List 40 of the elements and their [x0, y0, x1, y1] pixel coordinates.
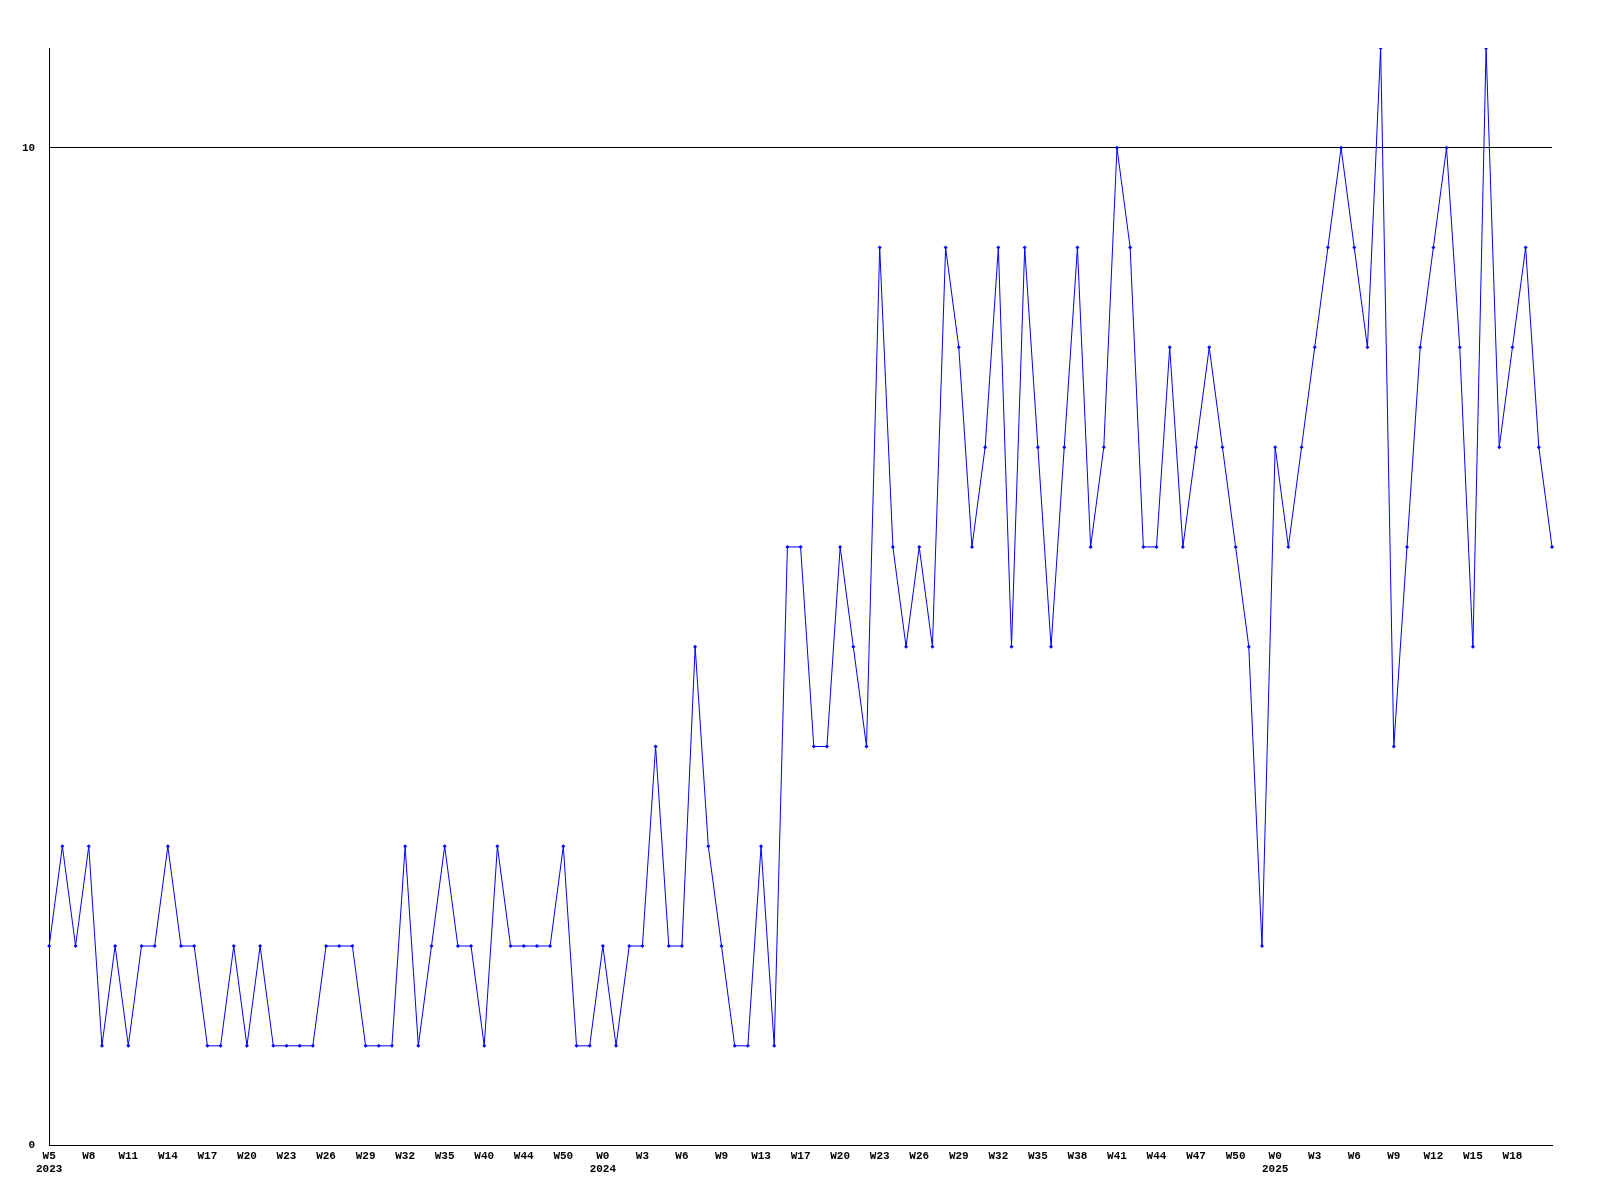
x-tick-label: W47 — [1186, 1149, 1206, 1162]
x-tick-label: W20 — [237, 1149, 257, 1162]
x-tick-label: W5 2023 — [36, 1149, 63, 1176]
x-tick-label: W26 — [909, 1149, 930, 1162]
x-tick-label: W38 — [1067, 1149, 1088, 1162]
x-tick-label: W0 2025 — [1261, 1149, 1289, 1176]
x-tick-label: W41 — [1107, 1149, 1128, 1162]
x-tick-label: W17 — [790, 1149, 811, 1162]
x-tick-label: W13 — [751, 1149, 772, 1162]
x-tick-label: W50 — [1225, 1149, 1246, 1162]
x-tick-label: W35 — [434, 1149, 455, 1162]
x-tick-label: W50 — [553, 1149, 574, 1162]
x-tick-label: W6 — [675, 1149, 689, 1162]
x-tick-label: W15 — [1463, 1149, 1484, 1162]
x-tick-label: W8 — [82, 1149, 96, 1162]
x-tick-label: W26 — [316, 1149, 336, 1162]
x-tick-label: W29 — [948, 1149, 969, 1162]
y-tick-label: 0 — [28, 1139, 36, 1152]
x-tick-label: W20 — [830, 1149, 851, 1162]
x-tick-label: W6 — [1347, 1149, 1361, 1162]
x-tick-label: W23 — [276, 1149, 297, 1162]
x-tick-label: W9 — [1387, 1149, 1401, 1162]
y-tick-label: 10 — [22, 141, 36, 154]
x-tick-label: W44 — [1146, 1149, 1167, 1162]
x-tick-label: W11 — [118, 1149, 139, 1162]
x-tick-label: W32 — [988, 1149, 1009, 1162]
x-tick-label: W18 — [1502, 1149, 1523, 1162]
x-tick-label: W3 — [1308, 1149, 1322, 1162]
x-tick-label: W23 — [869, 1149, 890, 1162]
x-tick-label: W3 — [635, 1149, 650, 1162]
x-tick-label: W14 — [157, 1149, 179, 1162]
x-tick-label: W32 — [395, 1149, 416, 1162]
x-tick-label: W44 — [513, 1149, 535, 1162]
x-tick-label: W0 2024 — [589, 1149, 617, 1176]
x-tick-label: W9 — [714, 1149, 729, 1162]
x-tick-label: W35 — [1027, 1149, 1049, 1162]
x-tick-label: W40 — [474, 1149, 495, 1162]
x-tick-label: W17 — [197, 1149, 218, 1162]
x-tick-label: W12 — [1423, 1149, 1444, 1162]
x-tick-label: W29 — [355, 1149, 376, 1162]
